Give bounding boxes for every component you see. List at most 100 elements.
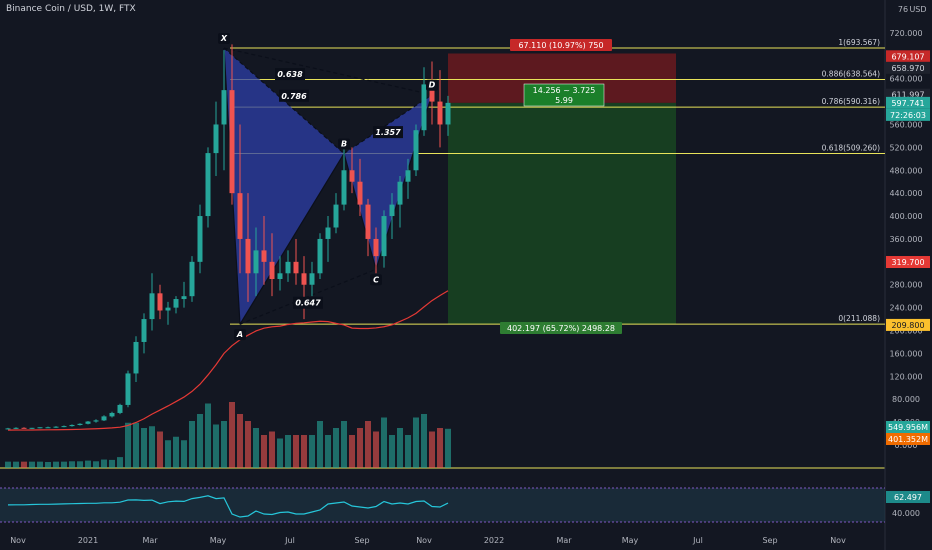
candle-body [437,101,443,125]
ratio-badge [293,296,323,309]
time-tick: Mar [556,536,572,545]
level-price-tag: 611.997 [891,91,924,100]
stop-label: 67.110 (10.97%) 750 [518,41,603,50]
volume-bar [429,431,435,468]
volume-bar [437,428,443,468]
volume-bar [181,440,187,468]
candle-body [237,193,243,239]
volume-bar [285,435,291,468]
price-tick: 200.000 [889,327,922,336]
volume-bar [21,461,27,468]
price-tick: 240.000 [889,304,922,313]
volume-bar [261,435,267,468]
time-tick: Mar [142,536,158,545]
candle-body [397,181,403,205]
time-tick: May [210,536,227,545]
candle-body [77,423,83,425]
countdown-tag: 72:26:03 [890,111,926,120]
volume-bar [229,402,235,468]
rsi-line [7,495,449,518]
time-tick: Jul [692,536,703,545]
rr-box [523,83,605,107]
volume-bar [381,417,387,468]
ratio-label: 0.786 [281,92,307,101]
pattern-point-badge [218,33,230,45]
candle-body [253,250,259,274]
volume-bar [397,428,403,468]
ratio-label: 0.647 [295,299,321,308]
price-tick: 80.000 [892,395,920,404]
volume-bar [389,435,395,468]
candle-body [133,341,139,374]
candle-body [365,204,371,239]
candle-body [157,293,163,311]
target-price-tag: 209.800 [891,321,924,330]
volume-bar [5,461,11,468]
price-tick: 160.000 [889,349,922,358]
chart-title: Binance Coin / USD, 1W, FTX [6,4,136,14]
candle-body [325,227,331,239]
volume-bar [421,414,427,468]
volume-bar [45,462,51,468]
volume-bar [101,459,107,468]
volume-bar [133,422,139,468]
last-price-tag: 597.741 [891,99,924,108]
candle-body [189,261,195,297]
candle-body [301,273,307,285]
candle-body [221,90,227,125]
rsi-tag-bg [886,491,930,503]
candle-body [45,427,51,429]
volume-bar [317,421,323,468]
fib-label: 0.618(509.260) [822,144,880,153]
volume-bar [413,417,419,468]
volume-bar [149,426,155,468]
candle-body [197,216,203,262]
candle-body [149,293,155,320]
time-tick: 2022 [484,536,504,545]
pattern-xab [224,48,344,325]
candle-body [261,250,267,262]
pattern-point-badge [338,138,350,150]
stop-price-tag-bg [886,50,930,63]
candle-body [429,84,435,102]
candle-body [373,238,379,257]
volume-bar [157,431,163,468]
pattern-point-label: X [220,34,228,43]
volume-bar [341,421,347,468]
volume-bar [245,421,251,468]
candle-body [5,428,11,430]
rsi-tick: 40.000 [892,509,920,518]
candle-body [93,420,99,422]
candle-body [125,373,131,405]
candle-body [381,216,387,257]
volume-bar [93,461,99,468]
volume-bar [445,428,451,468]
volume-bar [237,414,243,468]
volume-bar [349,435,355,468]
candle-body [53,426,59,428]
volume-bar [197,414,203,468]
candle-body [349,170,355,182]
volume-bar [213,424,219,468]
ma-price-tag: 319.700 [891,258,924,267]
candle-body [165,307,171,311]
volume-bar [125,422,131,468]
pattern-point-badge [370,274,382,286]
volume-bar [405,435,411,468]
last-price-tag-bg [886,96,930,109]
volume-bar [269,431,275,468]
target-price-tag-bg [886,318,930,331]
price-axis-unit: USD [909,5,926,14]
candle-body [69,424,75,427]
ratio-badge [279,89,309,102]
profit-target-zone [448,102,676,325]
price-tick: 280.000 [889,281,922,290]
volume-bar [61,461,67,468]
candle-body [277,273,283,280]
candle-body [181,296,187,300]
candle-body [229,90,235,194]
time-tick: Nov [830,536,846,545]
volume-bar [373,431,379,468]
volume-tag-bg [886,421,930,433]
